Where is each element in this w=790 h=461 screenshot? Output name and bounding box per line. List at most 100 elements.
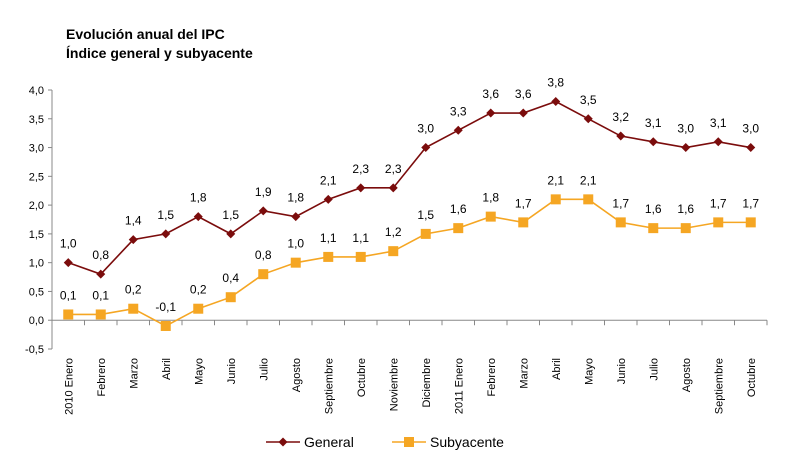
data-point — [161, 229, 171, 239]
data-point — [648, 137, 658, 147]
legend-marker — [404, 437, 414, 447]
y-tick-label: 1,5 — [29, 229, 44, 241]
data-point — [485, 211, 496, 222]
data-label: 1,0 — [287, 237, 304, 251]
data-point — [648, 223, 659, 234]
x-tick-label: Abril — [551, 358, 563, 380]
data-point — [583, 114, 593, 124]
data-point — [96, 269, 106, 279]
x-tick-label: Julio — [258, 358, 270, 381]
data-label: 2,1 — [580, 173, 597, 187]
x-tick-label: Marzo — [518, 358, 530, 389]
data-point — [615, 217, 626, 228]
y-tick-label: -0,5 — [25, 344, 44, 356]
x-tick-label: Agosto — [291, 358, 303, 392]
data-point — [453, 223, 464, 234]
x-tick-label: Septiembre — [713, 358, 725, 414]
data-label: 3,6 — [482, 87, 499, 101]
y-tick-label: 0,5 — [29, 286, 44, 298]
x-tick-label: Febrero — [96, 358, 108, 397]
data-point — [63, 258, 73, 268]
data-label: 1,7 — [515, 196, 532, 210]
x-tick-label: Junio — [226, 358, 238, 384]
data-label: 2,3 — [352, 162, 369, 176]
data-point — [421, 143, 431, 153]
chart-title: Evolución anual del IPC — [66, 26, 225, 42]
data-label: 0,1 — [60, 288, 77, 302]
data-label: 1,7 — [612, 196, 629, 210]
data-point — [226, 229, 236, 239]
data-point — [291, 212, 301, 222]
data-point — [63, 309, 74, 320]
data-label: 1,1 — [320, 231, 337, 245]
y-tick-label: 2,5 — [29, 171, 44, 183]
data-label: 1,5 — [417, 208, 434, 222]
data-point — [518, 217, 529, 228]
data-point — [225, 292, 236, 303]
x-tick-label: Junio — [616, 358, 628, 384]
y-tick-label: 4,0 — [29, 85, 44, 97]
data-label: 3,5 — [580, 93, 597, 107]
data-label: 1,5 — [222, 208, 239, 222]
data-label: 1,6 — [677, 202, 694, 216]
data-point — [486, 108, 496, 118]
data-point — [518, 108, 528, 118]
data-label: 2,3 — [385, 162, 402, 176]
data-label: 3,1 — [645, 116, 662, 130]
data-point — [193, 212, 203, 222]
y-tick-label: 3,5 — [29, 114, 44, 126]
data-label: -0,1 — [155, 300, 176, 314]
data-point — [453, 125, 463, 135]
legend-marker — [278, 437, 288, 447]
data-label: 3,0 — [742, 122, 759, 136]
x-tick-label: Diciembre — [421, 358, 433, 408]
x-tick-label: 2011 Enero — [453, 358, 465, 414]
data-label: 1,6 — [645, 202, 662, 216]
data-point — [290, 257, 301, 268]
y-tick-label: 3,0 — [29, 143, 44, 155]
data-point — [356, 183, 366, 193]
data-label: 0,1 — [92, 288, 109, 302]
x-tick-label: Octubre — [356, 358, 368, 397]
data-point — [680, 223, 691, 234]
data-label: 1,1 — [352, 231, 369, 245]
data-label: 1,9 — [255, 185, 272, 199]
data-label: 2,1 — [547, 173, 564, 187]
data-point — [583, 194, 594, 205]
x-tick-label: Febrero — [486, 358, 498, 397]
data-label: 0,8 — [92, 248, 109, 262]
data-label: 1,2 — [385, 225, 402, 239]
series-line-subyacente — [68, 198, 751, 327]
data-point — [128, 303, 139, 314]
data-label: 0,8 — [255, 248, 272, 262]
data-label: 1,8 — [190, 191, 207, 205]
data-label: 1,6 — [450, 202, 467, 216]
x-tick-label: Mayo — [193, 358, 205, 385]
data-label: 1,7 — [710, 196, 727, 210]
x-tick-label: Septiembre — [323, 358, 335, 414]
data-point — [420, 228, 431, 239]
data-point — [323, 251, 334, 262]
data-point — [745, 217, 756, 228]
data-point — [551, 97, 561, 107]
legend-label: Subyacente — [430, 434, 504, 450]
data-label: 3,1 — [710, 116, 727, 130]
x-tick-label: Agosto — [681, 358, 693, 392]
data-point — [681, 143, 691, 153]
data-label: 3,8 — [547, 76, 564, 90]
data-point — [388, 246, 399, 257]
x-tick-label: Julio — [648, 358, 660, 381]
legend-label: General — [304, 434, 354, 450]
data-label: 1,5 — [157, 208, 174, 222]
data-label: 3,3 — [450, 104, 467, 118]
data-label: 1,0 — [60, 237, 77, 251]
data-point — [160, 320, 171, 331]
x-tick-label: Octubre — [746, 358, 758, 397]
data-label: 1,4 — [125, 214, 142, 228]
data-point — [746, 143, 756, 153]
x-tick-label: Noviembre — [388, 358, 400, 411]
series-line-general — [67, 100, 751, 276]
data-point — [95, 309, 106, 320]
data-label: 1,8 — [482, 191, 499, 205]
